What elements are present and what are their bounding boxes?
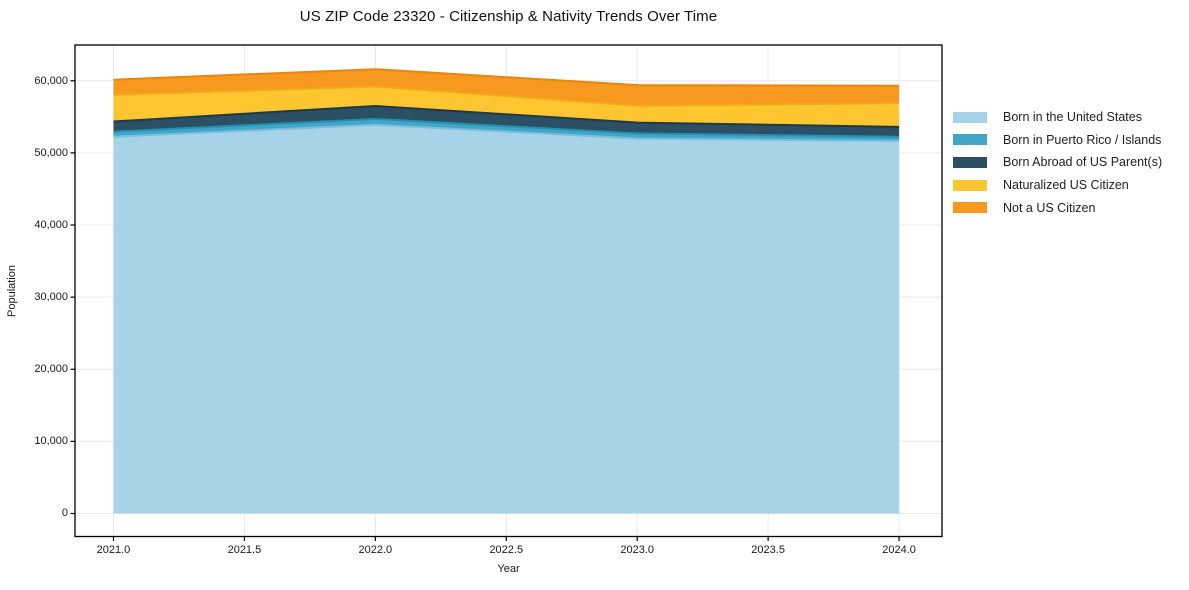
legend-item: Naturalized US Citizen [953, 174, 1162, 197]
legend-label: Born Abroad of US Parent(s) [1003, 155, 1163, 170]
y-axis-title: Population [6, 264, 18, 317]
edge-line-born-abroad-of-us-parent-s- [113, 104, 900, 128]
edge-line-not-a-us-citizen [113, 68, 900, 87]
y-tick-label: 30,000 [34, 291, 68, 304]
x-tick-label: 2022.0 [358, 544, 393, 556]
area-born-in-the-united-states [113, 124, 900, 514]
area-not-a-us-citizen [113, 69, 900, 106]
x-tick-label: 2023.0 [620, 544, 655, 556]
legend-item: Not a US Citizen [953, 196, 1162, 219]
x-tick-label: 2023.5 [751, 544, 785, 556]
legend-swatch-icon [953, 111, 987, 123]
edge-line-naturalized-us-citizen [113, 85, 900, 107]
legend-swatch-icon [953, 134, 987, 146]
y-tick-label: 50,000 [34, 146, 68, 159]
legend-swatch-icon [953, 202, 987, 214]
x-tick-label: 2024.0 [882, 544, 916, 556]
y-tick-label: 20,000 [34, 363, 68, 376]
legend-swatch-icon [953, 179, 987, 191]
plot-border [74, 44, 943, 538]
legend-swatch-icon [953, 156, 987, 168]
legend-label: Naturalized US Citizen [1003, 178, 1129, 193]
legend-item: Born in the United States [953, 106, 1162, 129]
area-born-abroad-of-us-parent-s- [113, 106, 900, 137]
y-tick-label: 10,000 [34, 435, 68, 448]
legend-label: Born in Puerto Rico / Islands [1003, 132, 1162, 147]
edge-line-born-in-puerto-rico-islands [113, 117, 900, 138]
y-tick-label: 40,000 [34, 219, 68, 231]
area-born-in-puerto-rico-islands [113, 119, 900, 141]
x-tick-label: 2021.0 [96, 544, 131, 556]
x-axis-title: Year [497, 563, 520, 575]
edge-line-born-in-the-united-states [113, 123, 900, 142]
x-tick-label: 2021.5 [227, 544, 262, 556]
legend-label: Not a US Citizen [1003, 200, 1096, 215]
legend: Born in the United States Born in Puerto … [953, 106, 1162, 219]
legend-label: Born in the United States [1003, 110, 1142, 125]
y-tick-label: 60,000 [34, 74, 68, 87]
y-tick-label: 0 [61, 507, 68, 520]
chart-title: US ZIP Code 23320 - Citizenship & Nativi… [299, 8, 718, 25]
area-naturalized-us-citizen [113, 86, 900, 127]
legend-item: Born in Puerto Rico / Islands [953, 129, 1162, 152]
legend-item: Born Abroad of US Parent(s) [953, 151, 1162, 174]
x-tick-label: 2022.5 [489, 544, 524, 556]
